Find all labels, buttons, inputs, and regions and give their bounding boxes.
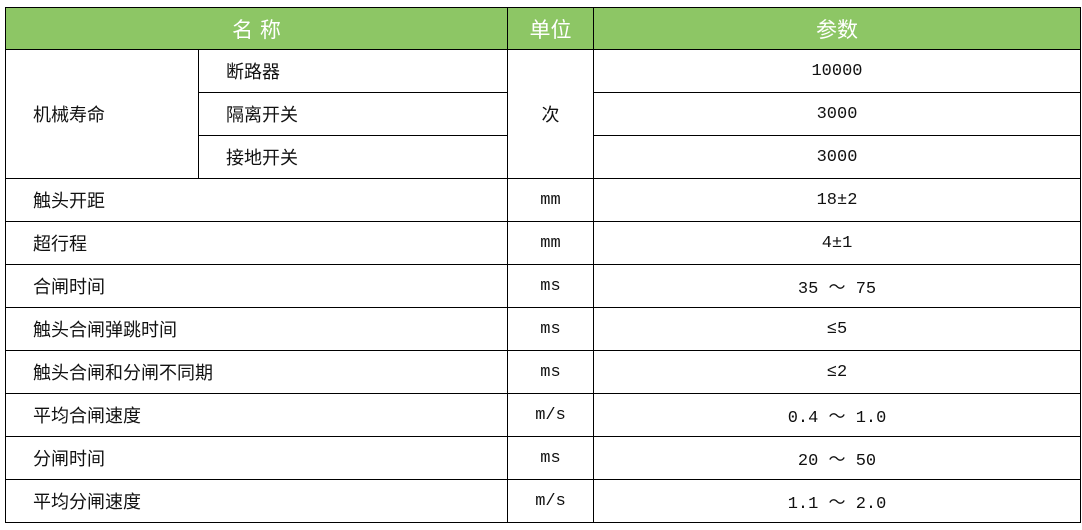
table-row: 触头开距 mm 18±2 — [5, 178, 1081, 222]
table-row: 超行程 mm 4±1 — [5, 221, 1081, 265]
mechanical-life-unit: 次 — [507, 49, 594, 179]
table-row: 触头合闸弹跳时间 ms ≤5 — [5, 307, 1081, 351]
table-row: 接地开关 3000 — [6, 135, 1081, 179]
row-name: 超行程 — [5, 221, 508, 265]
row-value: 1.1 ～ 2.0 — [593, 479, 1081, 523]
table-row: 分闸时间 ms 20 ～ 50 — [5, 436, 1081, 480]
row-unit: ms — [507, 436, 594, 480]
table-row: 触头合闸和分闸不同期 ms ≤2 — [5, 350, 1081, 394]
row-name: 平均分闸速度 — [5, 479, 508, 523]
header-param: 参数 — [593, 7, 1081, 50]
row-name: 触头合闸弹跳时间 — [5, 307, 508, 351]
row-unit: m/s — [507, 479, 594, 523]
table-row: 隔离开关 3000 — [6, 92, 1081, 136]
row-name: 平均合闸速度 — [5, 393, 508, 437]
table-row: 合闸时间 ms 35 ～ 75 — [5, 264, 1081, 308]
row-unit: mm — [507, 221, 594, 265]
table-row: 平均分闸速度 m/s 1.1 ～ 2.0 — [5, 479, 1081, 523]
row-value: 0.4 ～ 1.0 — [593, 393, 1081, 437]
mechanical-life-label: 机械寿命 — [5, 49, 199, 179]
row-unit: m/s — [507, 393, 594, 437]
row-name: 分闸时间 — [5, 436, 508, 480]
row-name: 触头开距 — [5, 178, 508, 222]
sub-item-name: 隔离开关 — [198, 92, 508, 136]
sub-item-value: 3000 — [593, 92, 1081, 136]
sub-item-value: 10000 — [593, 49, 1081, 93]
row-value: 18±2 — [593, 178, 1081, 222]
row-value: 20 ～ 50 — [593, 436, 1081, 480]
header-row: 名 称 单位 参数 — [5, 7, 1081, 50]
row-unit: ms — [507, 350, 594, 394]
table-row: 机械寿命 断路器 次 10000 — [5, 49, 1081, 179]
sub-item-name: 接地开关 — [198, 135, 508, 179]
row-unit: ms — [507, 307, 594, 351]
table-row: 平均合闸速度 m/s 0.4 ～ 1.0 — [5, 393, 1081, 437]
parameter-table: 名 称 单位 参数 机械寿命 断路器 次 10000 隔离开关 3000 接地开… — [5, 7, 1081, 523]
header-unit: 单位 — [507, 7, 594, 50]
row-name: 触头合闸和分闸不同期 — [5, 350, 508, 394]
row-unit: mm — [507, 178, 594, 222]
sub-item-name: 断路器 — [198, 49, 508, 93]
header-name: 名 称 — [5, 7, 508, 50]
row-name: 合闸时间 — [5, 264, 508, 308]
row-value: ≤5 — [593, 307, 1081, 351]
row-unit: ms — [507, 264, 594, 308]
row-value: 4±1 — [593, 221, 1081, 265]
sub-item-value: 3000 — [593, 135, 1081, 179]
row-value: ≤2 — [593, 350, 1081, 394]
row-value: 35 ～ 75 — [593, 264, 1081, 308]
